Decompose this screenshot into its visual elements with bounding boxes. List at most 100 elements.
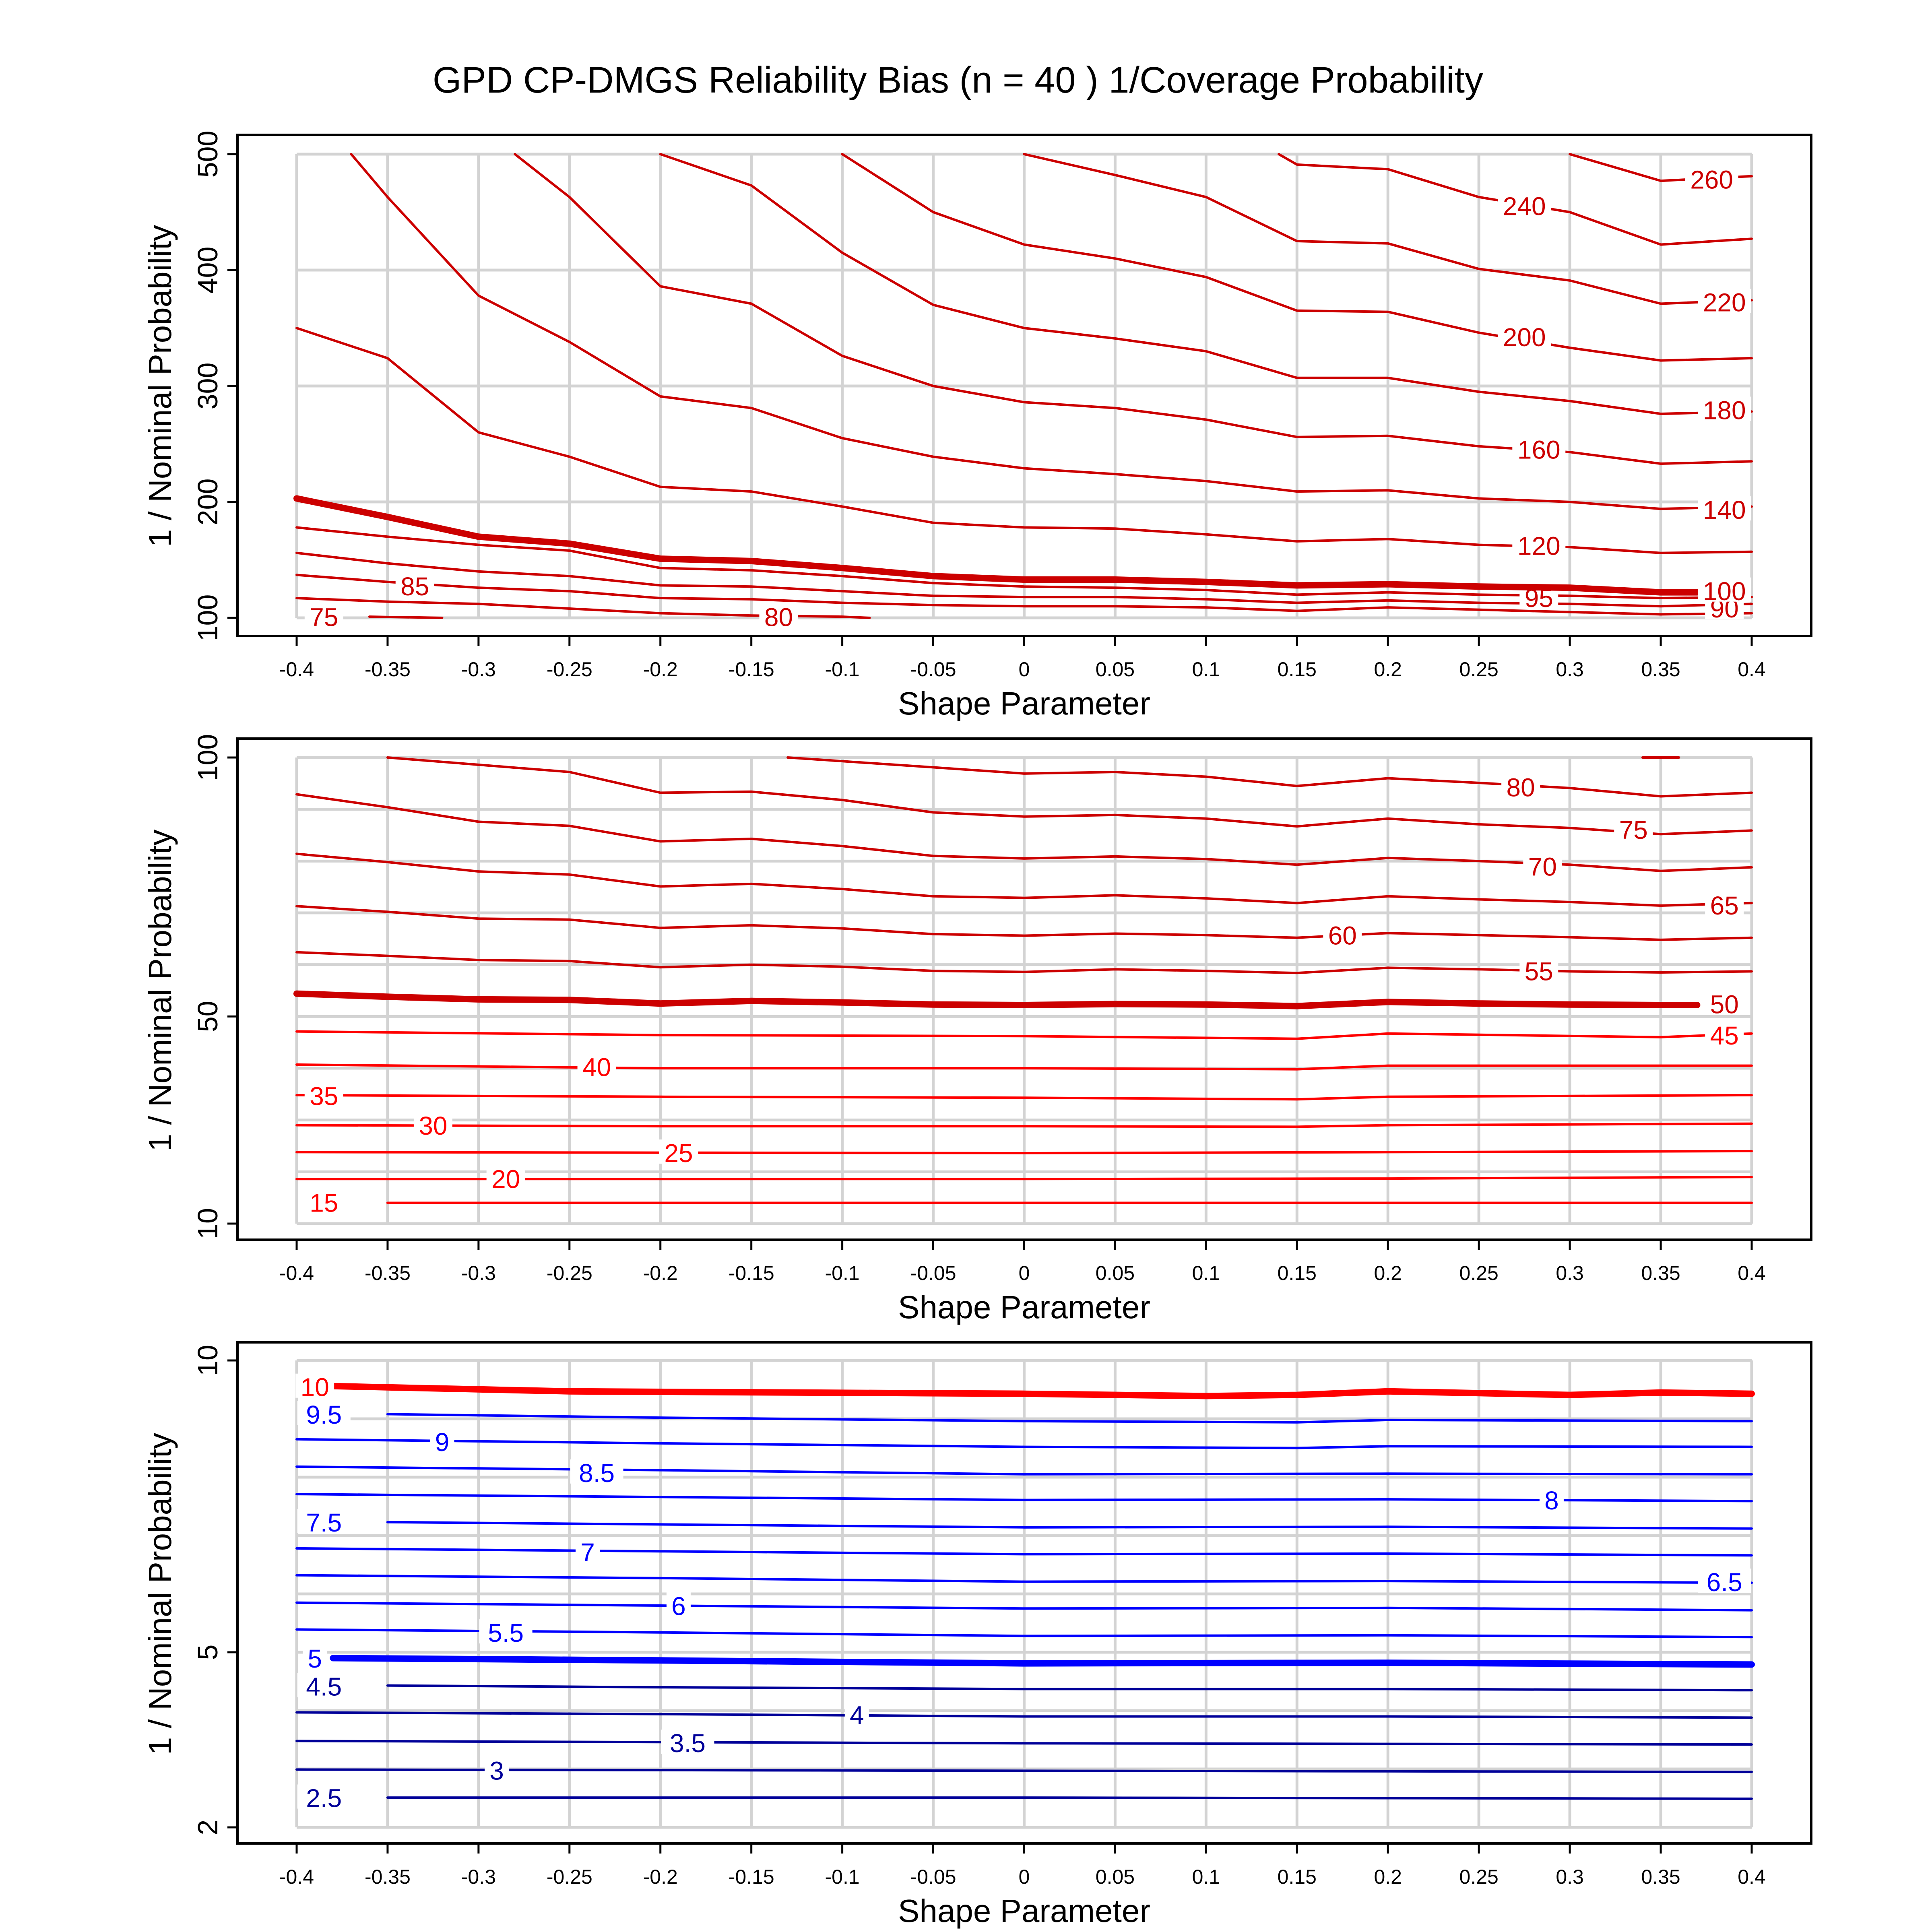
- contour-label-3-5: 3.5: [670, 1729, 706, 1758]
- contour-label-5-5: 5.5: [488, 1618, 524, 1647]
- contour-line-6: [295, 1601, 1753, 1612]
- x-tick-label: -0.05: [910, 658, 956, 681]
- contour-line-140: [350, 153, 1753, 510]
- contour-label-120: 120: [1517, 531, 1560, 560]
- contour-line-60: [295, 905, 1753, 941]
- contour-label-240: 240: [1503, 192, 1546, 221]
- x-tick-label: -0.4: [279, 658, 314, 681]
- contour-line-3-5: [295, 1740, 1753, 1746]
- contour-label-5: 5: [308, 1644, 322, 1673]
- contour-label-75: 75: [310, 603, 338, 632]
- contour-line-120: [295, 327, 1753, 554]
- y-tick-label: 100: [192, 594, 223, 642]
- contour-line-240: [1278, 153, 1753, 246]
- contour-label-bg: [576, 1539, 600, 1563]
- contour-line-5-5: [295, 1628, 1753, 1639]
- contour-line-90: [295, 551, 1753, 608]
- gridlines: [295, 756, 1753, 1225]
- x-tick-label: 0.3: [1556, 658, 1584, 681]
- x-tick-label: -0.4: [279, 1866, 314, 1888]
- contour-line-55: [295, 951, 1753, 974]
- contour-label-bg: [844, 1701, 869, 1726]
- contour-line-4: [295, 1711, 1753, 1719]
- contour-line-9: [295, 1438, 1753, 1449]
- x-tick-label: 0.35: [1641, 1866, 1680, 1888]
- x-tick-label: -0.05: [910, 1866, 956, 1888]
- contour-line-50: [293, 990, 1701, 1009]
- contour-label-55: 55: [1525, 957, 1553, 986]
- contour-label-260: 260: [1690, 165, 1733, 194]
- x-tick-label: 0.4: [1738, 658, 1766, 681]
- contour-label-80: 80: [764, 603, 793, 632]
- contour-label-bg: [1512, 532, 1566, 557]
- contour-line-3: [295, 1768, 1753, 1773]
- y-tick-label: 300: [192, 363, 223, 410]
- contour-label-bg: [1698, 289, 1751, 313]
- x-tick-label: 0: [1019, 658, 1030, 681]
- contour-label-bg: [1698, 577, 1751, 602]
- contour-label-bg: [295, 1373, 334, 1398]
- contour-line-8-5: [295, 1465, 1753, 1476]
- contour-label-bg: [303, 1645, 327, 1669]
- y-tick-label: 5: [192, 1645, 223, 1660]
- contour-label-bg: [1498, 192, 1551, 217]
- contour-label-bg: [666, 1592, 691, 1617]
- contour-label-bg: [1323, 922, 1362, 946]
- contour-label-bg: [413, 1112, 452, 1136]
- contour-label-15: 15: [310, 1189, 338, 1218]
- contour-line-65: [295, 852, 1753, 907]
- x-tick-label: 0.1: [1192, 1262, 1220, 1284]
- contour-line-30: [295, 1122, 1753, 1128]
- x-tick-label: -0.15: [729, 1262, 774, 1284]
- contour-label-bg: [304, 603, 343, 628]
- contour-line-100: [293, 495, 1701, 596]
- y-tick-label: 10: [192, 1208, 223, 1239]
- contour-line-2-5: [386, 1796, 1753, 1800]
- contour-label-bg: [577, 1053, 616, 1078]
- contour-label-40: 40: [582, 1053, 611, 1082]
- x-tick-label: -0.25: [547, 1866, 592, 1888]
- contour-line-9-5: [386, 1413, 1753, 1424]
- contour-label-50: 50: [1710, 990, 1739, 1019]
- y-axis: 10 50 100 1 / Nominal Probability: [142, 734, 237, 1239]
- contour-label-6-5: 6.5: [1707, 1568, 1742, 1597]
- contour-label-85: 85: [400, 572, 429, 601]
- y-axis: 100 200 300 400 500 1 / Nominal Probability: [142, 131, 237, 642]
- x-tick-label: 0.05: [1096, 658, 1135, 681]
- x-tick-label: -0.4: [279, 1262, 314, 1284]
- x-axis-title: Shape Parameter: [898, 1893, 1150, 1929]
- x-axis-title: Shape Parameter: [898, 685, 1150, 721]
- contour-label-9-5: 9.5: [306, 1400, 342, 1429]
- contour-label-bg: [759, 603, 798, 628]
- contour-label-bg: [486, 1165, 525, 1190]
- x-axis: -0.4 -0.35 -0.3 -0.25 -0.2 -0.15 -0.1 -0.05 0 0.0…: [279, 1240, 1766, 1325]
- contour-label-140: 140: [1703, 495, 1746, 524]
- contour-line-85: [295, 574, 1753, 616]
- y-tick-label: 400: [192, 247, 223, 294]
- contour-label-bg: [1498, 324, 1551, 348]
- x-tick-label: 0.4: [1738, 1262, 1766, 1284]
- contour-line-25: [295, 1150, 1753, 1154]
- contour-label-220: 220: [1703, 288, 1746, 317]
- x-tick-label: -0.05: [910, 1262, 956, 1284]
- contour-label-bg: [395, 573, 434, 597]
- contour-label-bg: [297, 1401, 351, 1425]
- contour-label-100: 100: [1703, 577, 1746, 606]
- contour-line-180: [659, 153, 1753, 415]
- contour-line-220: [1023, 153, 1753, 305]
- contour-label-3: 3: [489, 1756, 504, 1785]
- contour-label-60: 60: [1328, 921, 1357, 950]
- contour-line-80: [786, 756, 1753, 798]
- x-tick-label: 0.35: [1641, 658, 1680, 681]
- x-tick-label: -0.1: [825, 1262, 860, 1284]
- contour-label-8-5: 8.5: [579, 1459, 615, 1488]
- contour-label-bg: [570, 1459, 623, 1484]
- chart-title: GPD CP-DMGS Reliability Bias (n = 40 ) 1…: [433, 60, 1483, 101]
- y-tick-label: 50: [192, 1001, 223, 1032]
- contour-label-bg: [1501, 774, 1540, 798]
- x-tick-label: -0.1: [825, 658, 860, 681]
